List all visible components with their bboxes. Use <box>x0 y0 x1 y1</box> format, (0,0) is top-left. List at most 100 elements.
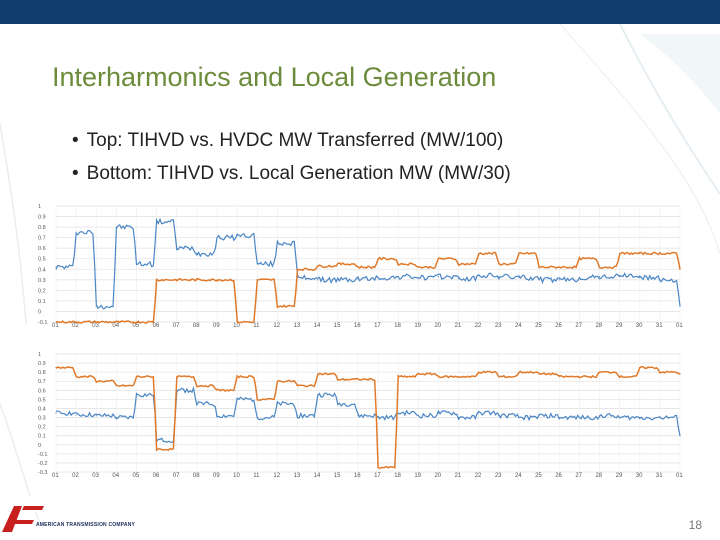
chart-1-y-tick-label: 0 <box>38 309 41 315</box>
chart-2-series-1-point <box>558 416 560 419</box>
chart-2-series-1-point <box>317 394 319 396</box>
chart-2-y-tick-label: 0.2 <box>38 425 46 431</box>
chart-1-series-1-point <box>518 277 520 279</box>
chart-2-y-tick-label: 0.6 <box>38 388 46 394</box>
chart-1-series-1-point <box>176 247 178 249</box>
chart-1-x-tick-label: 13 <box>294 323 301 329</box>
chart-1-x-tick-label: 19 <box>414 323 421 329</box>
chart-2-x-tick-label: 15 <box>334 473 341 479</box>
chart-1-series-2-point <box>236 321 238 323</box>
chart-1-series-1-point <box>337 279 339 281</box>
chart-1-series-1-point <box>276 242 279 244</box>
chart-1-x-tick-label: 26 <box>555 323 562 329</box>
bullet-item-top: Top: TIHVD vs. HVDC MW Transferred (MW/1… <box>87 124 511 157</box>
chart-1-x-tick-label: 25 <box>535 323 542 329</box>
chart-1-series-1-point <box>317 279 319 281</box>
chart-1-x-tick-label: 09 <box>213 323 220 329</box>
chart-2-x-tick-label: 08 <box>193 473 200 479</box>
chart-1-series-2-point <box>397 263 399 265</box>
chart-1-series-1-point <box>135 263 138 265</box>
chart-2-y-tick-label: 0 <box>38 443 41 449</box>
chart-1-y-tick-label: -0.1 <box>38 320 47 326</box>
chart-2-series-1-point <box>296 415 299 417</box>
chart-1-series-2-point <box>95 321 97 323</box>
chart-2-x-tick-label: 25 <box>535 473 542 479</box>
chart-1-series-2-point <box>276 305 279 307</box>
chart-2-series-2-point <box>256 398 258 400</box>
chart-2-series-1-point <box>377 416 379 419</box>
chart-1-series-1-point <box>437 276 440 278</box>
chart-2-series-2-point <box>639 367 641 369</box>
chart-1-series-2-point <box>478 252 480 255</box>
chart-1-x-tick-label: 20 <box>434 323 441 329</box>
chart-1-series-1-point <box>578 277 580 279</box>
chart-2-series-2-point <box>357 378 359 381</box>
chart-1-series-1-point <box>679 305 681 307</box>
chart-1-series-1-point <box>377 277 379 279</box>
chart-2-series-2-point <box>437 376 440 378</box>
chart-1-series-1-point <box>236 234 238 237</box>
chart-2-series-2-point <box>55 367 57 369</box>
chart-2-series-2-point <box>679 373 681 375</box>
chart-1-series-1-point <box>75 231 77 233</box>
top-bar <box>0 0 720 24</box>
chart-2-series-2-point <box>236 376 238 378</box>
chart-1-series-1-point <box>256 263 258 265</box>
chart-1-series-1-point <box>538 279 540 281</box>
chart-2-series-2-point <box>578 376 580 378</box>
chart-1-x-tick-label: 03 <box>92 323 99 329</box>
chart-2-y-tick-label: -0.1 <box>38 452 47 458</box>
chart-2-series-2-point <box>115 385 117 387</box>
chart-2-x-tick-label: 04 <box>112 473 119 479</box>
bullet-item-bottom: Bottom: TIHVD vs. Local Generation MW (M… <box>87 157 511 190</box>
chart-1-y-tick-label: 0.7 <box>38 236 46 242</box>
chart-2-series-1-point <box>679 435 681 437</box>
chart-1-x-tick-label: 28 <box>595 323 602 329</box>
chart-1-series-2-point <box>216 279 218 281</box>
chart-1-x-tick-label: 07 <box>173 323 180 329</box>
chart-2-series-1-point <box>598 415 601 417</box>
chart-2-series-2-point <box>135 376 138 378</box>
chart-1-x-tick-label: 05 <box>133 323 140 329</box>
chart-1-y-tick-label: 0.8 <box>38 225 46 231</box>
chart-2-y-tick-label: 0.9 <box>38 361 46 367</box>
chart-2-x-tick-label: 16 <box>354 473 361 479</box>
chart-2-series-2-point <box>176 376 178 378</box>
chart-1-series-1-point <box>115 226 117 228</box>
chart-2-series-1-point <box>417 415 419 417</box>
chart-1-series-1-point <box>457 278 460 280</box>
chart-2-series-1-point <box>337 403 339 405</box>
chart-2-x-tick-label: 05 <box>133 473 140 479</box>
chart-2-x-tick-label: 18 <box>394 473 401 479</box>
chart-1-x-tick-label: 21 <box>455 323 462 329</box>
chart-1-series-1-point <box>357 278 359 280</box>
chart-1-x-tick-label: 24 <box>515 323 522 329</box>
chart-1-series-1-line <box>55 217 681 310</box>
chart-1-series-2-point <box>156 279 158 281</box>
chart-1-y-tick-label: 0.1 <box>38 299 46 305</box>
chart-2-x-tick-label: 23 <box>495 473 502 479</box>
chart-2-x-tick-label: 09 <box>213 473 220 479</box>
chart-2-y-tick-label: 0.1 <box>38 434 46 440</box>
chart-2-x-tick-label: 02 <box>72 473 79 479</box>
chart-1-series-1-point <box>558 279 560 281</box>
chart-2-series-2-point <box>156 448 158 450</box>
chart-1-series-1-point <box>498 276 500 278</box>
chart-1-series-2-point <box>135 321 138 323</box>
chart-2-x-tick-label: 01 <box>52 473 59 479</box>
chart-2-x-tick-label: 26 <box>555 473 562 479</box>
chart-1-x-tick-label: 30 <box>636 323 643 329</box>
chart-2-series-1-point <box>457 416 460 419</box>
chart-1-y-tick-label: 0.3 <box>38 278 46 284</box>
chart-2-series-1-point <box>357 415 359 417</box>
chart-2-series-1-point <box>397 412 399 414</box>
chart-2-y-tick-label: 0.8 <box>38 370 46 376</box>
chart-1-x-tick-label: 29 <box>616 323 623 329</box>
chart-2-series-2-point <box>75 376 77 378</box>
chart-1-series-2-line <box>55 251 681 324</box>
chart-1-x-tick-label: 22 <box>475 323 482 329</box>
chart-2-y-tick-label: -0.2 <box>38 461 47 467</box>
chart-2-series-2-point <box>498 376 500 378</box>
chart-2-x-tick-label: 31 <box>656 473 663 479</box>
background-swoosh <box>0 24 720 525</box>
